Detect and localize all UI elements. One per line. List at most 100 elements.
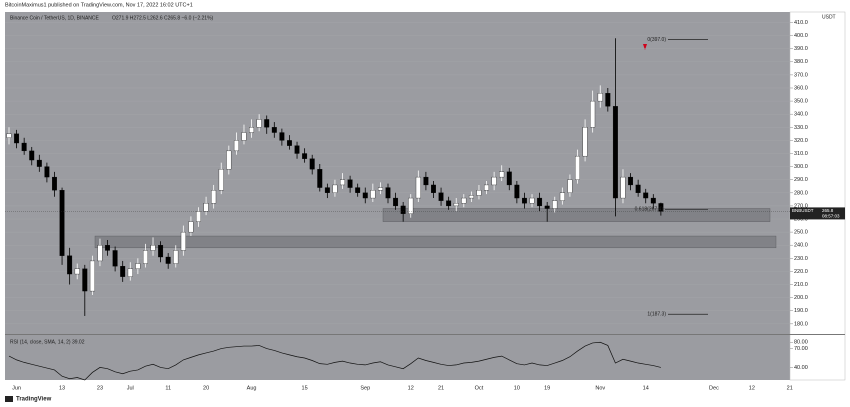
candle-body xyxy=(120,266,126,277)
candle-body xyxy=(461,197,467,204)
candle-body xyxy=(188,221,194,233)
candle-body xyxy=(544,205,550,209)
candle-body xyxy=(370,190,376,199)
candle-body xyxy=(385,187,391,199)
candle-body xyxy=(165,256,171,264)
candle-body xyxy=(44,166,50,178)
candle-body xyxy=(271,127,277,133)
plot-background xyxy=(5,12,790,380)
candle-body xyxy=(180,231,186,251)
candle-body xyxy=(74,268,80,275)
header: BitcoinMaximus1 published on TradingView… xyxy=(5,2,193,8)
candle-body xyxy=(643,192,649,199)
candle-body xyxy=(468,195,474,199)
candle-body xyxy=(142,250,148,264)
candle-body xyxy=(127,268,133,277)
candle-body xyxy=(203,203,209,212)
candle-body xyxy=(264,119,270,128)
candle-body xyxy=(499,171,505,178)
y-tick-label: 290.0 xyxy=(794,177,808,183)
y-tick-label: 350.0 xyxy=(794,99,808,105)
candle-body xyxy=(226,150,232,170)
x-tick-label: 12 xyxy=(408,385,414,391)
candle-body xyxy=(514,184,520,199)
x-tick-label: 20 xyxy=(203,385,209,391)
candle-body xyxy=(67,255,73,275)
footer: TradingView xyxy=(16,397,52,403)
candle-body xyxy=(309,158,315,170)
candle-body xyxy=(612,106,618,199)
candle-body xyxy=(294,145,300,154)
fib-label: 0.618(267.4) xyxy=(635,207,664,213)
support-zone xyxy=(94,235,777,249)
candle-body xyxy=(332,184,338,193)
y-tick-label: 200.0 xyxy=(794,295,808,301)
y-tick-label: 80.00 xyxy=(794,340,808,346)
candle-body xyxy=(97,245,103,262)
y-tick-label: 270.0 xyxy=(794,203,808,209)
y-tick-label: 220.0 xyxy=(794,269,808,275)
candle-body xyxy=(415,176,421,199)
candle-body xyxy=(135,263,141,269)
support-zone xyxy=(382,208,771,222)
y-tick-label: 380.0 xyxy=(794,59,808,65)
candle-body xyxy=(218,169,224,191)
fib-label: 1(187.3) xyxy=(647,312,666,318)
y-tick-label: 250.0 xyxy=(794,230,808,236)
candle-body xyxy=(537,197,543,207)
candle-body xyxy=(431,184,436,193)
y-tick-label: 70.00 xyxy=(794,346,808,352)
x-tick-label: Oct xyxy=(475,385,484,391)
y-tick-label: 310.0 xyxy=(794,151,808,157)
candle-body xyxy=(112,250,118,267)
candle-body xyxy=(491,176,497,186)
x-tick-label: Aug xyxy=(247,385,257,391)
x-tick-label: 15 xyxy=(302,385,308,391)
candle-body xyxy=(453,203,459,207)
candle-body xyxy=(317,169,323,188)
candle-body xyxy=(635,184,641,193)
candle-body xyxy=(597,93,603,102)
y-tick-label: 240.0 xyxy=(794,243,808,249)
candle-body xyxy=(559,192,565,201)
candle-body xyxy=(506,171,512,186)
candle-body xyxy=(52,176,57,191)
x-tick-label: 10 xyxy=(514,385,520,391)
candle-body xyxy=(650,197,656,204)
candle-body xyxy=(302,153,308,159)
candle-body xyxy=(590,100,596,128)
footer-logo xyxy=(5,396,13,402)
x-tick-label: 13 xyxy=(59,385,65,391)
candle-body xyxy=(211,190,217,204)
x-tick-label: Jul xyxy=(127,385,134,391)
y-tick-label: 330.0 xyxy=(794,125,808,131)
candle-body xyxy=(446,200,452,207)
candle-body xyxy=(82,268,88,292)
x-tick-label: 21 xyxy=(438,385,444,391)
y-tick-label: 320.0 xyxy=(794,138,808,144)
x-tick-label: 14 xyxy=(643,385,649,391)
rsi-line xyxy=(8,341,661,381)
y-tick-label: 40.00 xyxy=(794,365,808,371)
x-tick-label: 12 xyxy=(749,385,755,391)
x-tick-label: Jun xyxy=(12,385,21,391)
x-tick-label: 19 xyxy=(544,385,550,391)
y-tick-label: 360.0 xyxy=(794,85,808,91)
axis-label: USDT xyxy=(822,14,836,20)
candle-body xyxy=(620,176,626,199)
candle-body xyxy=(408,197,414,214)
y-tick-label: 370.0 xyxy=(794,72,808,78)
candle-body xyxy=(89,260,95,292)
candle-body xyxy=(582,127,588,157)
candle-body xyxy=(355,187,361,193)
candle-body xyxy=(6,133,12,138)
marker-arrow xyxy=(643,44,647,50)
x-tick-label: Nov xyxy=(595,385,605,391)
candle-body xyxy=(14,133,20,144)
y-tick-label: 210.0 xyxy=(794,282,808,288)
candle-body xyxy=(29,150,35,161)
y-tick-label: 340.0 xyxy=(794,112,808,118)
candle-body xyxy=(529,197,535,204)
candle-body xyxy=(173,250,179,264)
candle-body xyxy=(340,179,345,186)
